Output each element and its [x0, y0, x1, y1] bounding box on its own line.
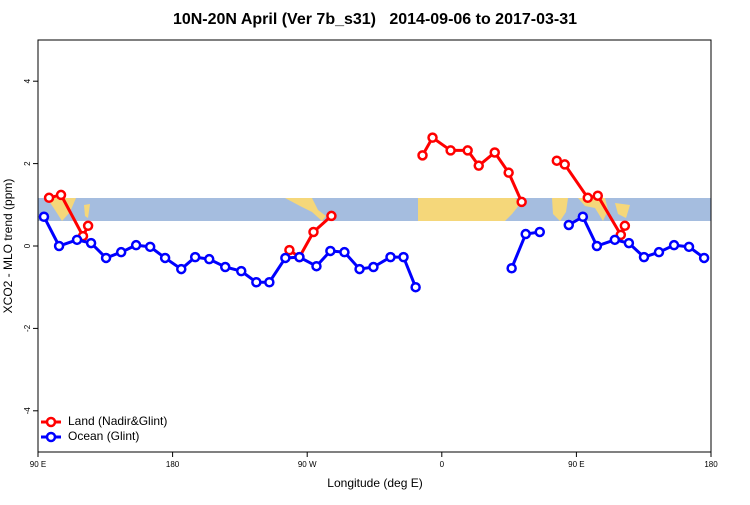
legend: Land (Nadir&Glint)Ocean (Glint)	[41, 414, 167, 443]
x-tick-label: 90 E	[30, 460, 46, 469]
data-point	[176, 263, 187, 275]
x-tick-label: 180	[166, 460, 180, 469]
data-point	[698, 252, 710, 264]
y-tick-label: 2	[23, 161, 32, 166]
data-point	[638, 251, 650, 263]
data-point	[203, 253, 215, 265]
y-tick-label: -2	[23, 324, 32, 332]
x-tick-label: 0	[440, 460, 445, 469]
data-point	[82, 220, 94, 232]
data-point	[280, 252, 291, 264]
data-point	[284, 244, 295, 256]
data-point	[219, 261, 231, 273]
data-point	[520, 228, 531, 240]
data-point	[462, 145, 473, 156]
x-tick-label: 180	[704, 460, 718, 469]
data-point	[582, 192, 594, 204]
data-point	[115, 246, 127, 258]
data-point	[592, 190, 604, 201]
land	[578, 198, 608, 221]
data-point	[410, 281, 421, 293]
data-point	[503, 167, 514, 178]
data-point	[325, 245, 336, 257]
data-point	[668, 239, 680, 251]
data-point	[385, 251, 396, 263]
data-point	[43, 192, 55, 204]
data-point	[445, 145, 456, 156]
data-point	[398, 251, 409, 263]
data-point	[308, 226, 319, 238]
land	[615, 203, 630, 218]
y-axis-label: XCO2 - MLO trend (ppm)	[1, 179, 15, 314]
map-band	[38, 198, 711, 221]
data-point	[417, 150, 428, 161]
legend-marker	[45, 416, 57, 428]
data-point	[551, 155, 563, 166]
legend-marker	[45, 431, 57, 443]
data-point	[251, 277, 262, 288]
land	[84, 204, 90, 218]
data-point	[294, 251, 305, 263]
ocean-band	[38, 198, 711, 221]
x-tick-label: 90 W	[298, 460, 317, 469]
data-point	[591, 240, 603, 252]
x-axis-label: Longitude (deg E)	[327, 476, 422, 490]
data-point	[38, 211, 50, 222]
data-point	[506, 262, 517, 274]
land	[418, 198, 520, 221]
data-point	[534, 226, 546, 238]
data-point	[427, 132, 438, 143]
series-line	[48, 135, 627, 260]
data-point	[144, 241, 156, 253]
data-point	[55, 189, 67, 201]
data-point	[473, 160, 484, 171]
data-point	[489, 147, 500, 158]
y-tick-label: 4	[23, 78, 32, 83]
data-point	[339, 246, 350, 258]
data-point	[159, 252, 171, 264]
legend-label: Ocean (Glint)	[68, 429, 139, 443]
data-point	[563, 219, 575, 231]
land	[285, 198, 326, 221]
y-tick-label: 0	[23, 243, 32, 248]
data-point	[85, 237, 97, 249]
legend-label: Land (Nadir&Glint)	[68, 414, 167, 428]
data-point	[326, 210, 337, 222]
data-point	[559, 159, 570, 170]
data-point	[264, 277, 275, 288]
land	[47, 198, 76, 221]
data-point	[577, 211, 589, 222]
data-point	[235, 265, 247, 277]
data-point	[311, 260, 322, 272]
data-point	[100, 252, 112, 264]
data-point	[354, 263, 365, 275]
data-point	[609, 234, 621, 246]
land	[552, 198, 568, 221]
chart-title: 10N-20N April (Ver 7b_s31) 2014-09-06 to…	[173, 11, 577, 28]
data-point	[368, 261, 379, 273]
data-point	[653, 246, 665, 258]
data-point	[189, 251, 201, 263]
data-point	[130, 239, 142, 251]
data-point	[683, 241, 695, 253]
data-point	[623, 237, 635, 249]
data-point	[71, 234, 83, 246]
y-tick-label: -4	[23, 407, 32, 415]
data-point	[619, 220, 631, 232]
data-point	[53, 240, 65, 252]
data-point	[516, 196, 527, 208]
x-tick-label: 90 E	[568, 460, 584, 469]
